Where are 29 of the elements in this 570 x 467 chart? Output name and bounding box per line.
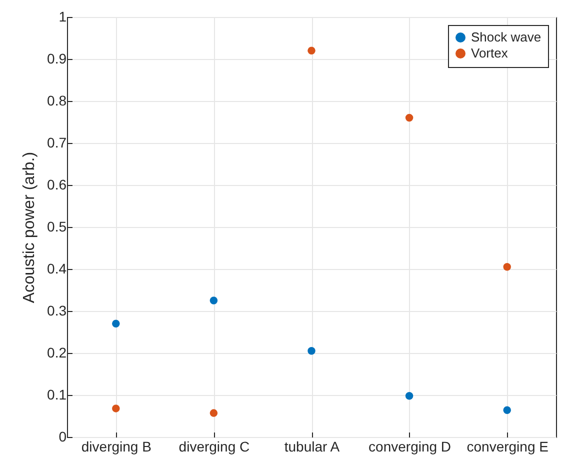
point (210, 409, 218, 417)
legend-label: Vortex (471, 46, 508, 60)
point (405, 392, 414, 400)
point (503, 263, 511, 271)
x-tick-label: converging D (368, 438, 452, 454)
y-tick-label: 0.7 (47, 134, 67, 150)
y-axis-title: Acoustic power (arb.) (21, 152, 38, 304)
x-tick-label: converging E (466, 438, 548, 454)
y-tick-label: 1 (58, 8, 67, 24)
x-tick-label: tubular A (284, 438, 340, 454)
y-tick-label: 0.5 (47, 218, 67, 234)
x-tick-label: diverging C (178, 438, 250, 454)
y-tick-label: 0.4 (47, 260, 67, 276)
y-tick-label: 0.2 (47, 344, 67, 360)
point (503, 406, 511, 414)
y-tick-label: 0 (58, 428, 67, 444)
legend-label: Shock wave (471, 30, 542, 44)
y-tick-label: 0.9 (47, 50, 67, 66)
point (308, 46, 316, 54)
y-tick-label: 0.1 (47, 386, 67, 402)
y-tick-label: 0.8 (47, 92, 67, 108)
point (405, 114, 414, 122)
y-tick-label: 0.3 (47, 302, 67, 318)
point (112, 320, 120, 328)
x-tick-label: diverging B (81, 438, 152, 454)
point (210, 296, 218, 304)
y-tick-label: 0.6 (47, 176, 67, 192)
point (308, 347, 316, 355)
point (112, 404, 120, 412)
